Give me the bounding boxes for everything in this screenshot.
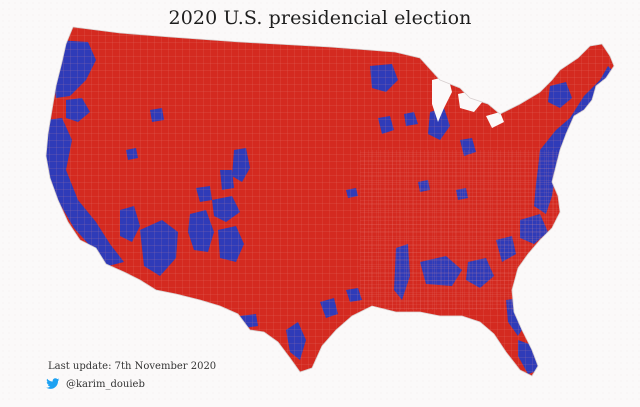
last-update-text: Last update: 7th November 2020 <box>48 361 217 372</box>
great-lakes <box>432 76 504 128</box>
twitter-credit[interactable]: @karim_douieb <box>46 378 145 390</box>
twitter-handle[interactable]: @karim_douieb <box>66 378 145 390</box>
county-borders <box>46 27 614 376</box>
map-title: 2020 U.S. presidencial election <box>168 7 472 29</box>
twitter-icon <box>46 378 60 390</box>
